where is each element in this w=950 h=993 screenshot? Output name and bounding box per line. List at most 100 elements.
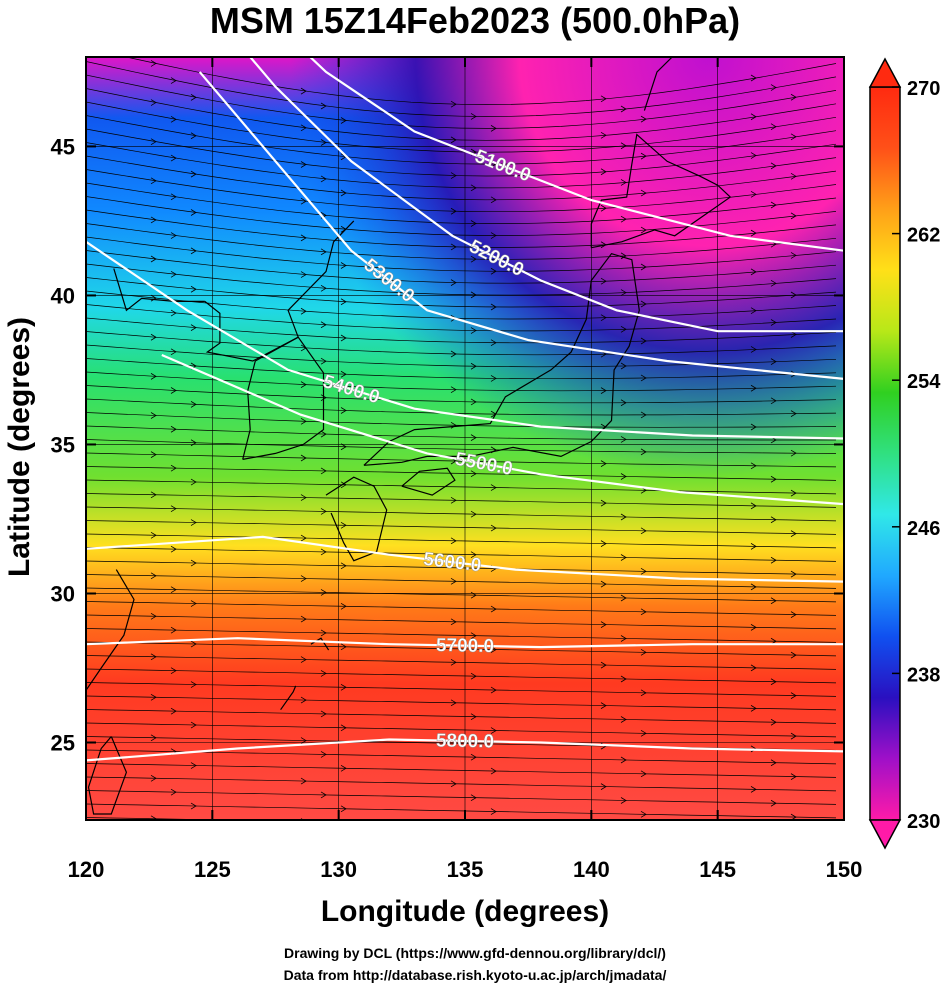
wind-arrowhead — [320, 357, 327, 365]
wind-arrowhead — [450, 172, 457, 179]
wind-arrowhead — [790, 530, 797, 537]
streamline — [86, 115, 837, 165]
wind-arrowhead — [170, 154, 177, 162]
wind-arrowhead — [750, 74, 757, 82]
contour-line — [86, 738, 844, 762]
wind-arrowhead — [600, 95, 607, 103]
wind-arrowhead — [640, 649, 647, 656]
streamline — [86, 628, 837, 643]
x-ticks: 120 125 130 135 140 145 150 — [68, 57, 862, 882]
wind-arrowhead — [150, 491, 157, 499]
x-tick-label: 135 — [447, 857, 484, 882]
wind-arrowhead — [340, 562, 347, 570]
wind-arrowhead — [190, 721, 197, 729]
wind-arrowhead — [150, 99, 157, 106]
streamline — [86, 398, 837, 416]
wind-arrowhead — [300, 656, 307, 663]
wind-arrowhead — [170, 626, 177, 634]
wind-arrowhead — [620, 675, 627, 683]
wind-arrowhead — [450, 658, 457, 666]
streamline — [86, 520, 837, 535]
contour-line — [198, 71, 844, 380]
wind-arrowhead — [170, 309, 177, 317]
wind-arrowhead — [770, 556, 777, 564]
wind-arrowhead — [790, 331, 797, 338]
wind-arrowhead — [190, 681, 197, 688]
streamline — [86, 452, 837, 468]
wind-arrowhead — [490, 767, 497, 775]
wind-arrowhead — [770, 397, 777, 405]
y-ticks: 25 30 35 40 45 — [51, 134, 844, 756]
wind-arrowhead — [470, 632, 477, 640]
wind-arrowhead — [150, 815, 157, 820]
wind-arrowhead — [750, 664, 757, 672]
streamline — [86, 749, 837, 765]
wind-arrowhead — [600, 621, 607, 628]
wind-arrowhead — [640, 337, 647, 345]
contour-line — [248, 57, 844, 333]
streamline — [86, 831, 836, 845]
streamline — [86, 101, 837, 153]
wind-arrowhead — [150, 412, 157, 419]
wind-arrowhead — [150, 373, 157, 380]
streamline — [86, 182, 837, 224]
streamline — [86, 493, 837, 508]
wind-arrowhead — [450, 577, 457, 585]
grid-lines — [86, 57, 844, 820]
colorbar-max-arrow — [868, 57, 902, 88]
wind-arrowhead — [770, 799, 777, 807]
streamline — [86, 385, 837, 404]
streamline — [86, 425, 836, 441]
streamline — [86, 277, 837, 308]
wind-arrowhead — [190, 324, 197, 331]
wind-arrowhead — [150, 774, 157, 782]
wind-arrowhead — [600, 314, 607, 322]
wind-arrowhead — [640, 374, 647, 382]
wind-arrowhead — [450, 386, 457, 394]
wind-arrowhead — [320, 710, 327, 718]
contour-label: 5700.0 — [436, 635, 495, 657]
wind-arrowhead — [600, 277, 607, 285]
wind-arrowhead — [640, 568, 647, 575]
wind-arrowhead — [490, 125, 497, 132]
x-tick-label: 120 — [68, 857, 105, 882]
streamline — [86, 439, 837, 454]
streamline — [86, 128, 837, 177]
wind-arrowhead — [190, 640, 197, 648]
wind-arrowhead — [470, 510, 477, 518]
wind-arrowhead — [340, 643, 347, 651]
wind-arrowhead — [600, 580, 607, 588]
coastline — [242, 336, 325, 460]
wind-arrowhead — [320, 284, 327, 292]
streamline — [86, 142, 837, 189]
wind-arrowhead — [750, 384, 757, 392]
coastline — [86, 569, 135, 692]
wind-arrowhead — [171, 830, 176, 836]
wind-arrowhead — [470, 398, 477, 406]
wind-arrowhead — [150, 333, 157, 341]
colorbar-tick-label: 262 — [907, 225, 940, 247]
wind-arrowhead — [790, 692, 797, 699]
wind-arrowhead — [640, 448, 647, 456]
wind-arrowhead — [770, 678, 777, 686]
streamline — [86, 317, 837, 344]
streamline — [86, 547, 837, 562]
streamline — [86, 331, 837, 356]
wind-arrowhead — [190, 519, 197, 526]
wind-arrowhead — [340, 602, 347, 610]
wind-arrowhead — [450, 100, 457, 108]
streamline — [86, 466, 837, 481]
wind-arrowhead — [640, 152, 647, 160]
wind-arrowhead — [640, 263, 647, 271]
wind-arrowhead — [470, 220, 477, 227]
wind-arrowhead — [790, 732, 797, 740]
wind-arrowhead — [470, 434, 477, 441]
contour-line — [86, 637, 844, 649]
wind-arrowhead — [620, 554, 627, 561]
coastline — [204, 220, 355, 362]
wind-arrowhead — [620, 105, 627, 113]
wind-arrowhead — [170, 545, 177, 553]
wind-arrowhead — [750, 229, 757, 237]
wind-arrowhead — [320, 508, 327, 515]
wind-arrowhead — [170, 667, 177, 675]
